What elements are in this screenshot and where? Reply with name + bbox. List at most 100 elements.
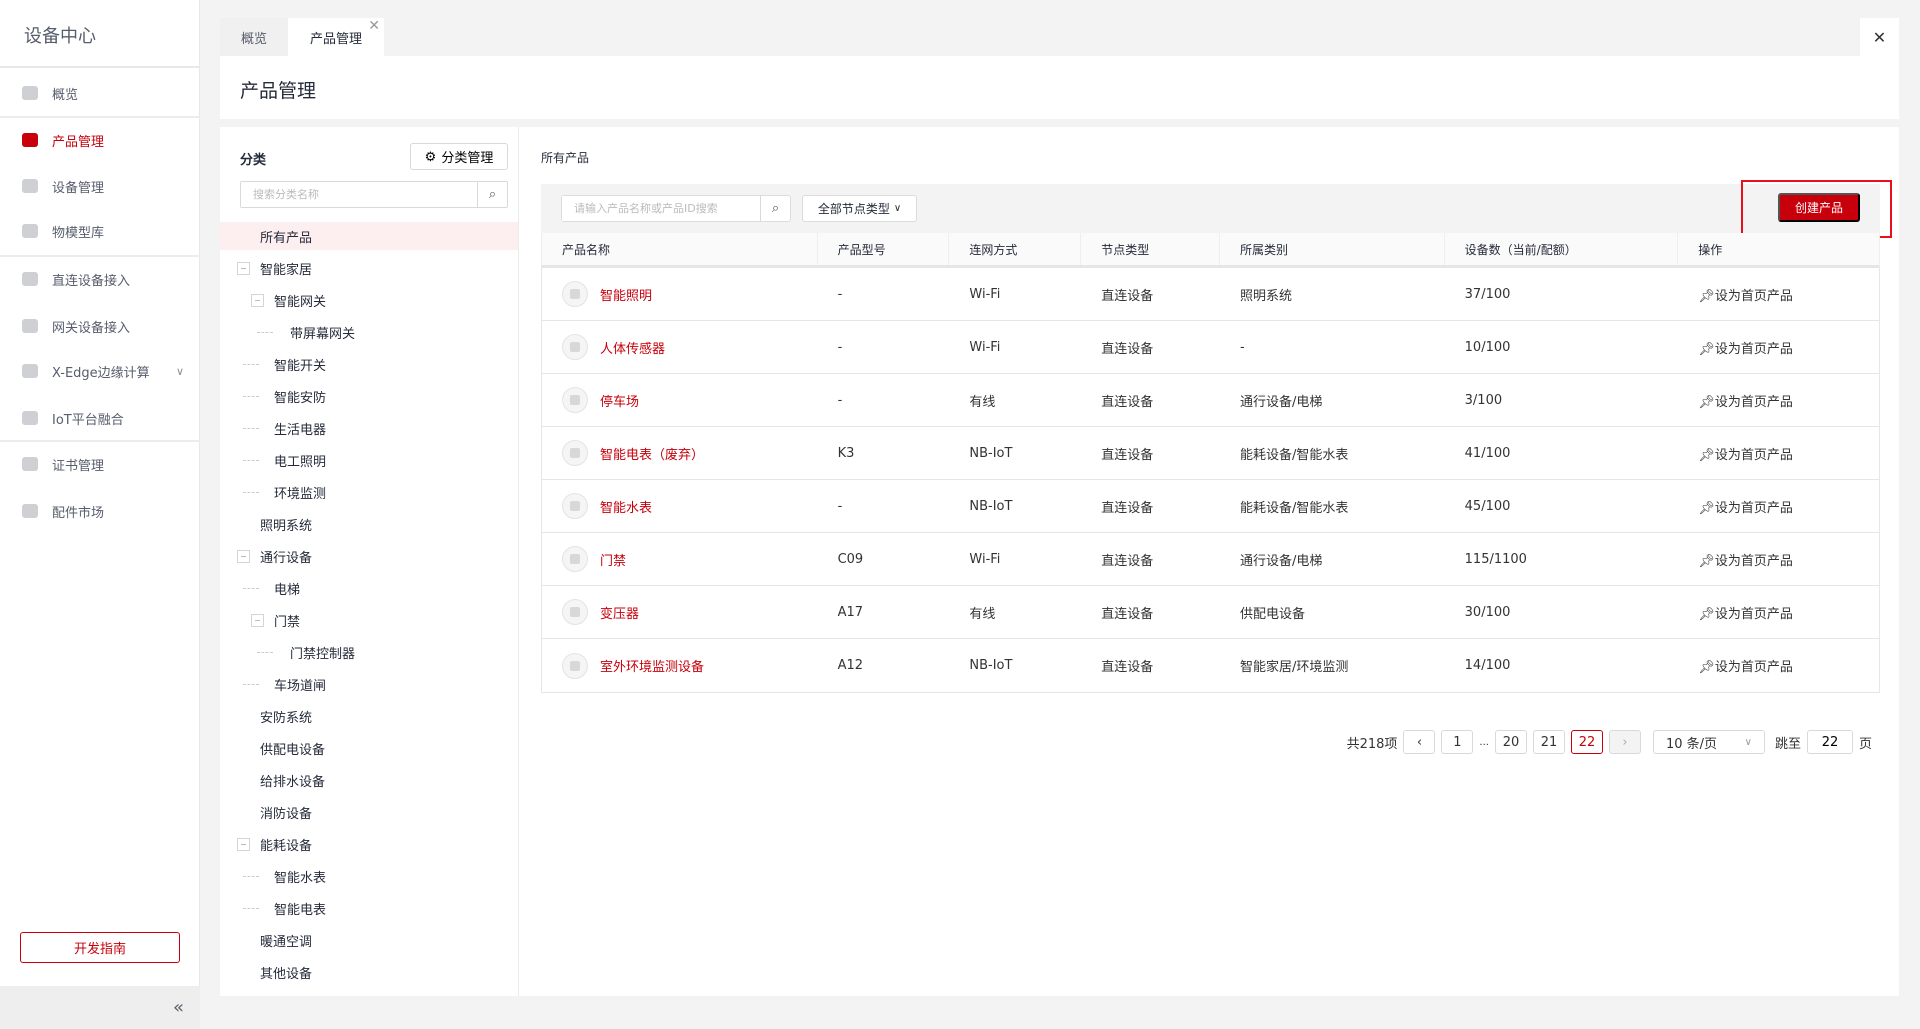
tree-item[interactable]: 电工照明	[220, 446, 518, 474]
collapse-toggle-icon[interactable]	[251, 294, 264, 307]
page-size-select[interactable]: 10 条/页 ∨	[1652, 730, 1765, 754]
table-cell: 智能电表（废弃）	[542, 427, 818, 479]
set-homepage-action[interactable]: 📌︎设为首页产品	[1698, 656, 1793, 675]
next-page-button[interactable]: ›	[1608, 730, 1641, 754]
cell-value: Wi-Fi	[969, 551, 1001, 567]
jump-page-input[interactable]	[1806, 730, 1853, 754]
tree-item[interactable]: 给排水设备	[220, 766, 518, 794]
close-icon[interactable]: ✕	[1860, 18, 1899, 56]
product-search-input[interactable]	[562, 196, 760, 221]
page-1[interactable]: 1	[1441, 730, 1474, 754]
cell-value: C09	[837, 551, 864, 567]
set-homepage-action[interactable]: 📌︎设为首页产品	[1698, 338, 1793, 357]
sidebar-item-label: 配件市场	[52, 505, 105, 521]
product-name-link[interactable]: 变压器	[600, 606, 640, 622]
product-name-link[interactable]: 室外环境监测设备	[600, 660, 705, 675]
prev-page-button[interactable]: ‹	[1403, 730, 1436, 754]
tree-item[interactable]: 通行设备	[220, 542, 518, 570]
collapse-sidebar-button[interactable]: «	[0, 986, 200, 1029]
tab-product-management[interactable]: 产品管理 ✕	[288, 18, 384, 56]
sidebar-item-4[interactable]: 直连设备接入	[0, 259, 200, 299]
tree-item[interactable]: 暖通空调	[220, 926, 518, 954]
tree-item-label: 给排水设备	[260, 774, 326, 790]
table-cell: 📌︎设为首页产品	[1678, 639, 1879, 692]
product-name-link[interactable]: 智能水表	[600, 500, 653, 516]
sidebar-item-1[interactable]: 产品管理	[0, 120, 200, 160]
sidebar-item-5[interactable]: 网关设备接入	[0, 306, 200, 346]
sidebar-item-7[interactable]: IoT平台融合	[0, 398, 200, 438]
collapse-toggle-icon[interactable]	[237, 838, 250, 851]
tab-overview[interactable]: 概览	[220, 18, 288, 56]
tree-item[interactable]: 智能安防	[220, 382, 518, 410]
category-manage-button[interactable]: ⚙ 分类管理	[410, 143, 508, 170]
tree-item[interactable]: 其他设备	[220, 958, 518, 986]
cell-value: 直连设备	[1101, 394, 1154, 410]
tree-item[interactable]: 智能电表	[220, 894, 518, 922]
table-cell: 30/100	[1445, 586, 1679, 638]
tree-item[interactable]: 智能开关	[220, 350, 518, 378]
sidebar-item-9[interactable]: 配件市场	[0, 491, 200, 531]
jump-label: 跳至	[1774, 736, 1801, 752]
search-icon[interactable]: ⌕	[477, 182, 507, 207]
product-name-link[interactable]: 人体传感器	[600, 341, 666, 357]
gear-icon: ⚙	[424, 148, 437, 164]
cell-value: 智能家居/环境监测	[1240, 660, 1349, 675]
sidebar-item-6[interactable]: X-Edge边缘计算 ∨	[0, 351, 200, 391]
tree-item[interactable]: 门禁	[220, 606, 518, 634]
set-homepage-action[interactable]: 📌︎设为首页产品	[1698, 444, 1793, 463]
table-cell: 室外环境监测设备	[542, 639, 818, 692]
sidebar-item-8[interactable]: 证书管理	[0, 444, 200, 484]
category-search-input[interactable]	[241, 182, 477, 207]
set-homepage-action[interactable]: 📌︎设为首页产品	[1698, 550, 1793, 569]
collapse-toggle-icon[interactable]	[251, 614, 264, 627]
table-cell: 智能家居/环境监测	[1220, 639, 1445, 692]
tree-item[interactable]: 智能水表	[220, 862, 518, 890]
tree-item[interactable]: 环境监测	[220, 478, 518, 506]
product-name-link[interactable]: 智能电表（废弃）	[600, 447, 705, 463]
sidebar-item-0[interactable]: 概览	[0, 73, 200, 113]
tree-item[interactable]: 门禁控制器	[220, 638, 518, 666]
product-icon	[562, 652, 588, 679]
collapse-toggle-icon[interactable]	[237, 262, 250, 275]
page-20[interactable]: 20	[1494, 730, 1527, 754]
dev-guide-button[interactable]: 开发指南	[20, 932, 180, 963]
product-name-link[interactable]: 停车场	[600, 394, 640, 410]
tree-item[interactable]: 带屏幕网关	[220, 318, 518, 346]
tree-item[interactable]: 智能网关	[220, 286, 518, 314]
sidebar-item-2[interactable]: 设备管理	[0, 166, 200, 206]
table-row: 门禁 C09 Wi-Fi 直连设备 通行设备/电梯 115/1100 📌︎设为首页产品	[542, 533, 1879, 586]
tree-item[interactable]: 智能家居	[220, 254, 518, 282]
tree-item[interactable]: 供配电设备	[220, 734, 518, 762]
create-product-button[interactable]: 创建产品	[1778, 193, 1860, 222]
tree-item[interactable]: 车场道闸	[220, 670, 518, 698]
page-unit: 页	[1858, 736, 1872, 752]
set-homepage-action[interactable]: 📌︎设为首页产品	[1698, 497, 1793, 516]
set-homepage-action[interactable]: 📌︎设为首页产品	[1698, 285, 1793, 304]
product-name-link[interactable]: 智能照明	[600, 288, 653, 304]
tree-item[interactable]: 所有产品	[220, 222, 518, 250]
cell-value: 30/100	[1464, 604, 1511, 620]
collapse-toggle-icon[interactable]	[237, 550, 250, 563]
table-cell: -	[818, 268, 950, 320]
tree-item[interactable]: 照明系统	[220, 510, 518, 538]
tree-item[interactable]: 生活电器	[220, 414, 518, 442]
cell-value: 直连设备	[1101, 606, 1154, 622]
close-tab-icon[interactable]: ✕	[368, 18, 380, 34]
page-21[interactable]: 21	[1532, 730, 1565, 754]
tree-connector	[257, 332, 273, 333]
table-row: 停车场 - 有线 直连设备 通行设备/电梯 3/100 📌︎设为首页产品	[542, 374, 1879, 427]
tree-item[interactable]: 能耗设备	[220, 830, 518, 858]
sidebar-item-3[interactable]: 物模型库	[0, 211, 200, 251]
tree-item-label: 供配电设备	[260, 742, 326, 758]
node-type-select[interactable]: 全部节点类型 ∨	[802, 195, 917, 222]
cell-value: 通行设备/电梯	[1240, 394, 1323, 410]
search-icon[interactable]: ⌕	[760, 196, 790, 221]
tree-item[interactable]: 消防设备	[220, 798, 518, 826]
tree-item[interactable]: 电梯	[220, 574, 518, 602]
page-22[interactable]: 22	[1570, 730, 1603, 754]
set-homepage-action[interactable]: 📌︎设为首页产品	[1698, 391, 1793, 410]
set-homepage-action[interactable]: 📌︎设为首页产品	[1698, 603, 1793, 622]
sidebar-item-label: IoT平台融合	[52, 412, 124, 428]
product-name-link[interactable]: 门禁	[600, 553, 627, 569]
tree-item[interactable]: 安防系统	[220, 702, 518, 730]
